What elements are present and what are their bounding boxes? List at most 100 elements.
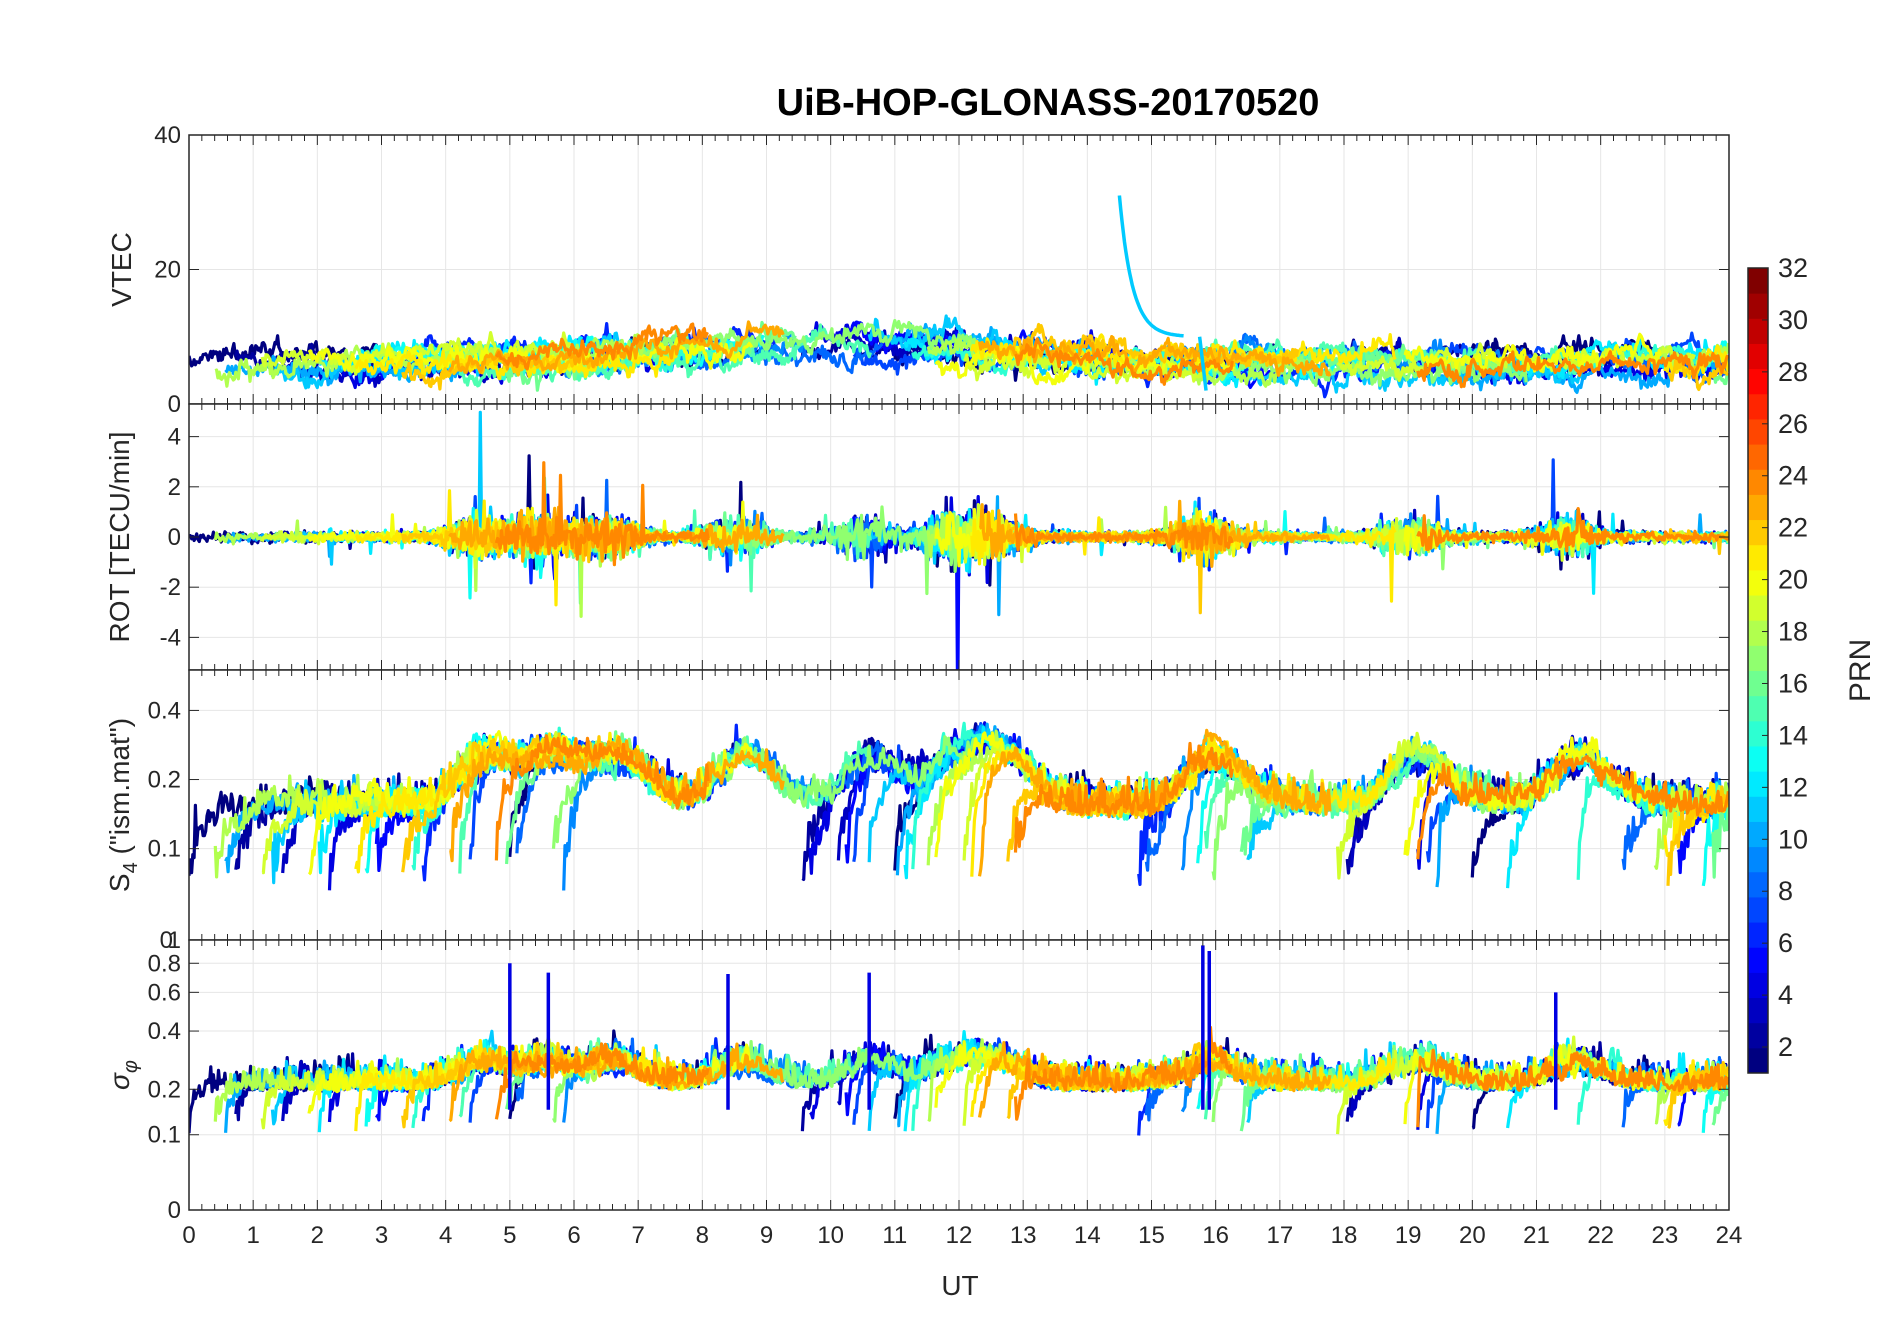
colorbar-segment bbox=[1748, 569, 1768, 596]
panel-vtec: 0 20 40 VTEC bbox=[106, 122, 1730, 418]
colorbar-segment bbox=[1748, 393, 1768, 420]
series-prn-24 bbox=[494, 461, 710, 567]
colorbar-segment bbox=[1748, 519, 1768, 546]
x-tick-label: 3 bbox=[375, 1222, 388, 1249]
x-tick-label: 2 bbox=[311, 1222, 324, 1249]
x-tick-label: 19 bbox=[1395, 1222, 1422, 1249]
colorbar-segment bbox=[1748, 896, 1768, 923]
x-tick-label: 23 bbox=[1651, 1222, 1678, 1249]
y-tick-label: 0.2 bbox=[148, 1076, 181, 1103]
y-label-sub: φ bbox=[120, 1060, 142, 1073]
x-tick-label: 22 bbox=[1587, 1222, 1614, 1249]
x-tick-label: 16 bbox=[1202, 1222, 1229, 1249]
x-tick-label: 5 bbox=[503, 1222, 516, 1249]
y-tick-label: 4 bbox=[168, 424, 181, 451]
colorbar-tick-label: 20 bbox=[1778, 565, 1808, 595]
colorbar-segment bbox=[1748, 947, 1768, 973]
y-label-main: S bbox=[104, 873, 135, 892]
y-tick-label: 0.2 bbox=[148, 767, 181, 794]
colorbar-segment bbox=[1748, 1022, 1768, 1049]
colorbar-tick-label: 6 bbox=[1778, 928, 1793, 958]
series-prn-24 bbox=[494, 1042, 710, 1120]
y-axis-label: ROT [TECU/min] bbox=[104, 431, 135, 642]
y-tick-label: 0.4 bbox=[148, 1018, 181, 1045]
colorbar-tick-label: 12 bbox=[1778, 772, 1808, 802]
colorbar-segment bbox=[1748, 595, 1768, 621]
y-axis-label: S4 ("ism.mat") bbox=[104, 718, 142, 892]
colorbar-segment bbox=[1748, 821, 1768, 848]
x-tick-label: 18 bbox=[1331, 1222, 1358, 1249]
colorbar-tick-label: 10 bbox=[1778, 824, 1808, 854]
colorbar-frame bbox=[1747, 267, 1769, 1074]
y-tick-label: 0 bbox=[168, 391, 181, 418]
x-tick-label: 8 bbox=[696, 1222, 709, 1249]
colorbar-segment bbox=[1748, 1047, 1768, 1074]
series-lines bbox=[189, 195, 1729, 399]
colorbar-segment bbox=[1748, 544, 1768, 571]
y-tick-label: -2 bbox=[160, 574, 181, 601]
y-tick-label: 0 bbox=[168, 1197, 181, 1224]
y-ticks: 0.1 0.2 0.4 10 bbox=[148, 697, 1729, 954]
series-lines bbox=[189, 410, 1729, 670]
series-lines bbox=[189, 721, 1729, 891]
y-axis-label: σφ bbox=[104, 1060, 142, 1090]
colorbar-segment bbox=[1748, 720, 1768, 747]
colorbar-segment bbox=[1748, 494, 1768, 521]
x-tick-label: 4 bbox=[439, 1222, 452, 1249]
y-ticks: 0 20 40 bbox=[154, 122, 1729, 418]
y-tick-label: 0.8 bbox=[148, 950, 181, 977]
colorbar-segment bbox=[1748, 444, 1768, 470]
colorbar-segment bbox=[1748, 368, 1768, 395]
y-tick-label: 0.1 bbox=[148, 836, 181, 863]
colorbar-tick-label: 8 bbox=[1778, 876, 1793, 906]
colorbar-segment bbox=[1748, 846, 1768, 873]
y-label-main: σ bbox=[104, 1072, 135, 1090]
colorbar-segment bbox=[1748, 469, 1768, 495]
colorbar-segment bbox=[1748, 645, 1768, 671]
x-tick-label: 21 bbox=[1523, 1222, 1550, 1249]
x-tick-label: 9 bbox=[760, 1222, 773, 1249]
y-tick-label: 2 bbox=[168, 474, 181, 501]
colorbar-tick-label: 30 bbox=[1778, 305, 1808, 335]
x-tick-label: 13 bbox=[1010, 1222, 1037, 1249]
colorbar-segment bbox=[1748, 972, 1768, 999]
x-tick-label: 11 bbox=[882, 1222, 907, 1249]
series-prn-24 bbox=[1013, 513, 1234, 552]
y-label-tail: ("ism.mat") bbox=[104, 718, 135, 862]
colorbar-tick-label: 28 bbox=[1778, 357, 1808, 387]
series-prn-24 bbox=[495, 322, 709, 371]
colorbar-segment bbox=[1748, 418, 1768, 445]
x-tick-label: 14 bbox=[1074, 1222, 1101, 1249]
panel-s4: 0.1 0.2 0.4 10 S4 ("ism.mat") bbox=[104, 669, 1730, 954]
vtec-spike-prn-11 bbox=[1117, 195, 1184, 338]
series-prn-24 bbox=[1014, 337, 1234, 386]
series-prn-16 bbox=[1711, 1088, 1729, 1126]
colorbar-segment bbox=[1748, 922, 1768, 948]
x-ticks bbox=[188, 135, 1730, 404]
y-tick-label: 0 bbox=[160, 927, 173, 954]
colorbar-label: PRN bbox=[1844, 639, 1877, 702]
y-tick-label: 0 bbox=[168, 524, 181, 551]
y-tick-label: 20 bbox=[154, 257, 181, 284]
y-tick-label: 0.4 bbox=[148, 697, 181, 724]
colorbar-segment bbox=[1748, 293, 1768, 319]
series-prn-16 bbox=[1711, 803, 1729, 879]
x-tick-label: 12 bbox=[946, 1222, 973, 1249]
series-prn-23 bbox=[449, 735, 785, 863]
colorbar-segment bbox=[1748, 343, 1768, 370]
series-prn-24 bbox=[1013, 1025, 1234, 1121]
colorbar-segment bbox=[1748, 771, 1768, 797]
y-tick-label: 40 bbox=[154, 122, 181, 149]
series-prn-24 bbox=[1013, 741, 1234, 853]
panel-rot: -4 -2 0 2 4 ROT [TECU/min] bbox=[104, 403, 1730, 671]
colorbar-segment bbox=[1748, 318, 1768, 344]
colorbar-segment bbox=[1748, 997, 1768, 1024]
series-lines bbox=[189, 945, 1729, 1136]
colorbar-segment bbox=[1748, 695, 1768, 722]
colorbar-segment bbox=[1748, 796, 1768, 822]
colorbar-tick-label: 26 bbox=[1778, 409, 1808, 439]
panel-sigma_phi: 0 1 2 3 4 5 6 7 8 9 10 11 12 13 14 15 16 17 18 19 20 21 22 23 24… bbox=[104, 939, 1742, 1249]
series-prn-23 bbox=[977, 335, 1332, 377]
